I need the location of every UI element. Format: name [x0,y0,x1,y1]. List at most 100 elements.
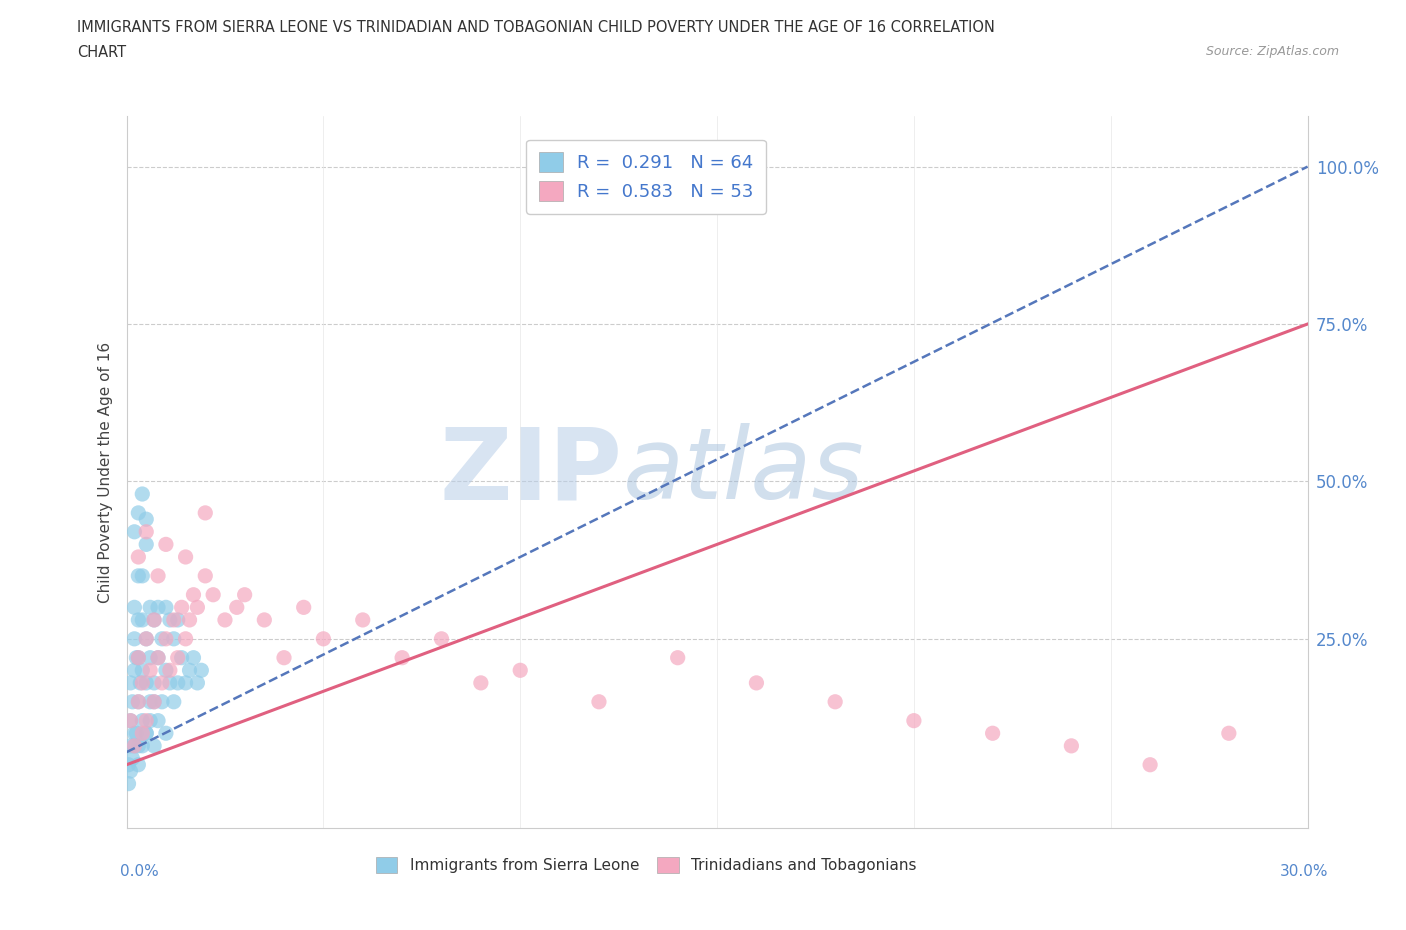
Point [131,675,153,690]
Point [155,537,177,551]
Point [131,663,153,678]
Point [233,588,256,603]
Point [146,650,169,665]
Point [135,675,157,690]
Point [135,512,157,526]
Point [430,631,453,646]
Point [824,695,846,710]
Point [139,713,162,728]
Point [159,675,181,690]
Point [391,650,413,665]
Point [124,725,146,740]
Point [170,600,193,615]
Point [124,738,146,753]
Point [190,663,212,678]
Point [127,650,149,665]
Point [120,713,142,728]
Text: 0.0%: 0.0% [120,864,159,879]
Point [127,695,149,710]
Point [163,695,186,710]
Point [179,663,201,678]
Point [124,631,146,646]
Point [166,650,188,665]
Point [127,613,149,628]
Point [124,738,146,753]
Point [312,631,335,646]
Point [139,663,162,678]
Point [174,550,197,565]
Point [143,695,166,710]
Point [509,663,531,678]
Point [143,613,166,628]
Point [121,695,143,710]
Text: Source: ZipAtlas.com: Source: ZipAtlas.com [1205,45,1339,58]
Point [273,650,295,665]
Point [146,713,169,728]
Point [214,613,236,628]
Point [129,675,152,690]
Point [127,568,149,583]
Point [131,486,153,501]
Point [127,506,149,521]
Point [588,695,610,710]
Point [179,613,201,628]
Point [131,568,153,583]
Point [225,600,247,615]
Point [127,695,149,710]
Point [131,725,153,740]
Point [120,713,142,728]
Point [166,613,188,628]
Point [139,600,162,615]
Point [981,725,1004,740]
Point [125,725,148,740]
Point [186,675,208,690]
Point [150,695,173,710]
Point [150,631,173,646]
Point [143,695,166,710]
Point [124,663,146,678]
Text: atlas: atlas [623,423,865,521]
Point [135,537,157,551]
Point [194,568,217,583]
Point [120,675,142,690]
Text: IMMIGRANTS FROM SIERRA LEONE VS TRINIDADIAN AND TOBAGONIAN CHILD POVERTY UNDER T: IMMIGRANTS FROM SIERRA LEONE VS TRINIDAD… [77,20,995,35]
Point [135,631,157,646]
Point [117,777,139,791]
Point [146,568,169,583]
Point [139,650,162,665]
Point [163,631,186,646]
Text: CHART: CHART [77,45,127,60]
Point [127,650,149,665]
Point [194,506,217,521]
Point [135,725,157,740]
Point [183,650,205,665]
Point [155,663,177,678]
Point [159,613,181,628]
Text: ZIP: ZIP [440,423,623,521]
Point [124,600,146,615]
Point [159,663,181,678]
Point [163,613,186,628]
Point [253,613,276,628]
Point [146,600,169,615]
Point [143,738,166,753]
Y-axis label: Child Poverty Under the Age of 16: Child Poverty Under the Age of 16 [97,341,112,603]
Point [131,613,153,628]
Point [127,550,149,565]
Point [666,650,689,665]
Point [155,600,177,615]
Point [174,631,197,646]
Point [124,525,146,539]
Point [183,588,205,603]
Point [127,738,149,753]
Legend: Immigrants from Sierra Leone, Trinidadians and Tobagonians: Immigrants from Sierra Leone, Trinidadia… [368,849,924,881]
Point [120,764,142,778]
Point [117,757,139,772]
Point [121,751,143,766]
Point [146,650,169,665]
Point [127,757,149,772]
Point [745,675,768,690]
Point [666,159,689,174]
Point [1060,738,1083,753]
Point [143,675,166,690]
